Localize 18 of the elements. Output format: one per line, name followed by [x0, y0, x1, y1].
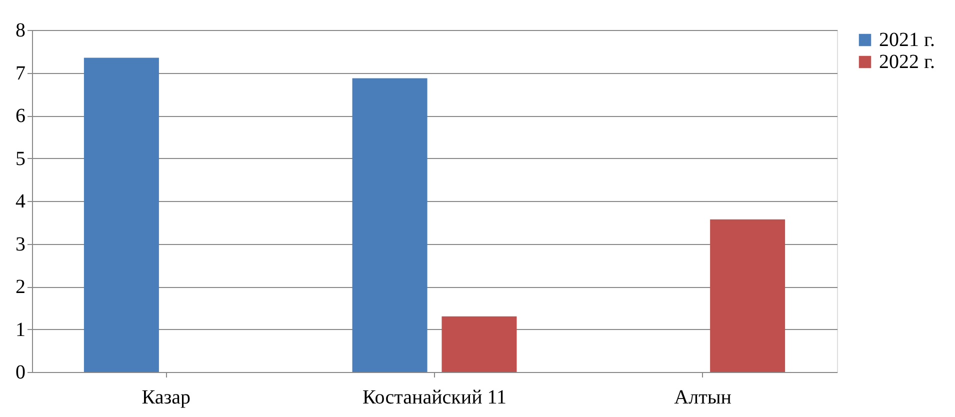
y-tick-label: 2 — [16, 276, 26, 298]
bar — [352, 78, 428, 372]
x-tick-label: Костанайский 11 — [362, 386, 507, 408]
bar — [442, 316, 517, 372]
y-tick-label: 8 — [16, 20, 26, 42]
y-tick-label: 4 — [16, 190, 26, 212]
bar — [710, 219, 786, 372]
legend-label: 2022 г. — [879, 51, 935, 73]
x-tick-label: Казар — [142, 386, 191, 408]
y-tick-label: 6 — [16, 105, 26, 127]
bar — [84, 58, 159, 372]
y-tick-label: 5 — [16, 148, 26, 170]
x-tick-label: Алтын — [674, 386, 732, 408]
y-tick-label: 0 — [16, 362, 26, 384]
y-tick-label: 1 — [16, 318, 26, 341]
y-tick-label: 3 — [16, 233, 26, 256]
legend-label: 2021 г. — [879, 29, 935, 51]
y-tick-label: 7 — [16, 62, 26, 84]
